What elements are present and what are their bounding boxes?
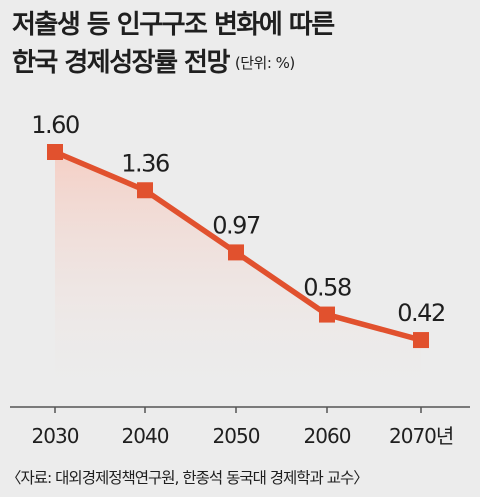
data-point [319,306,335,323]
x-tick-label: 2070년 [389,424,453,448]
area-fill [55,152,421,407]
x-tick-label: 2060 [304,424,351,448]
data-label: 0.42 [397,299,444,327]
x-tick-label: 2030 [32,424,79,448]
data-label: 1.60 [31,111,79,139]
source-note: 〈자료: 대외경제정책연구원, 한종석 동국대 경제학과 교수〉 [6,469,369,487]
data-point [47,144,63,160]
x-tick-label: 2050 [213,424,260,448]
data-point [137,182,153,199]
chart-title: 저출생 등 인구구조 변화에 따른 한국 경제성장률 전망 (단위: %) [12,6,335,82]
unit-label: (단위: %) [234,54,295,72]
title-line-2: 한국 경제성장률 전망 (단위: %) [12,44,334,82]
data-point [228,244,244,261]
data-label: 0.97 [212,211,260,239]
x-tick-label: 2040 [122,424,169,448]
data-label: 0.58 [303,274,351,302]
title-line-2-text: 한국 경제성장률 전망 [12,48,230,78]
title-line-1: 저출생 등 인구구조 변화에 따른 [12,10,335,40]
data-label: 1.36 [121,149,169,177]
data-point [413,332,429,349]
